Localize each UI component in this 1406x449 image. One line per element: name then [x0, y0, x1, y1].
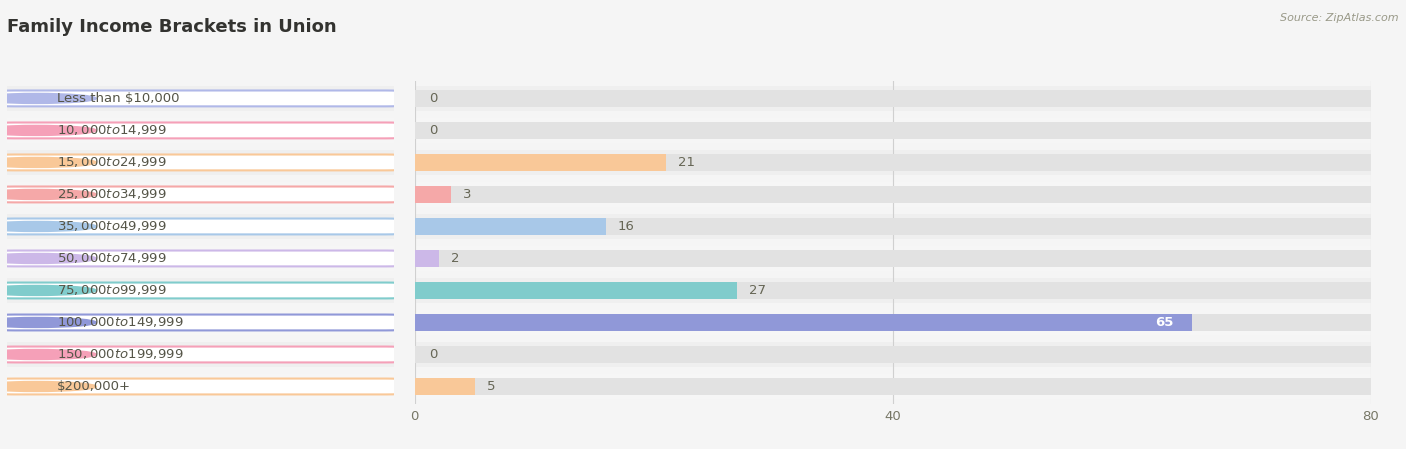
Bar: [415, 154, 666, 171]
FancyBboxPatch shape: [0, 282, 402, 299]
FancyBboxPatch shape: [0, 91, 402, 106]
Text: $25,000 to $34,999: $25,000 to $34,999: [58, 187, 167, 202]
Bar: [415, 150, 1371, 175]
Bar: [415, 310, 1371, 335]
Bar: [415, 214, 1371, 239]
Text: 0: 0: [429, 124, 437, 137]
Text: Less than $10,000: Less than $10,000: [58, 92, 180, 105]
Bar: [415, 246, 1371, 271]
FancyBboxPatch shape: [0, 315, 402, 330]
Bar: [415, 154, 1371, 171]
FancyBboxPatch shape: [7, 182, 394, 207]
Text: Family Income Brackets in Union: Family Income Brackets in Union: [7, 18, 336, 36]
Bar: [415, 90, 1371, 107]
FancyBboxPatch shape: [7, 86, 394, 111]
FancyBboxPatch shape: [0, 379, 402, 394]
FancyBboxPatch shape: [0, 219, 402, 234]
Bar: [415, 342, 1371, 367]
FancyBboxPatch shape: [7, 246, 394, 271]
Circle shape: [0, 125, 97, 136]
Text: $35,000 to $49,999: $35,000 to $49,999: [58, 220, 167, 233]
Text: $200,000+: $200,000+: [58, 380, 131, 393]
Bar: [415, 314, 1371, 331]
Text: $150,000 to $199,999: $150,000 to $199,999: [58, 348, 184, 361]
Bar: [415, 378, 475, 395]
Bar: [415, 182, 1371, 207]
Bar: [415, 282, 1371, 299]
FancyBboxPatch shape: [7, 374, 394, 399]
Bar: [415, 378, 1371, 395]
Text: Source: ZipAtlas.com: Source: ZipAtlas.com: [1281, 13, 1399, 23]
Circle shape: [0, 221, 97, 231]
Bar: [415, 218, 606, 235]
Text: 27: 27: [749, 284, 766, 297]
FancyBboxPatch shape: [7, 342, 394, 367]
FancyBboxPatch shape: [0, 123, 402, 138]
Text: $10,000 to $14,999: $10,000 to $14,999: [58, 123, 167, 137]
Bar: [415, 218, 1371, 235]
FancyBboxPatch shape: [7, 310, 394, 335]
Bar: [415, 346, 1371, 363]
Bar: [415, 118, 1371, 143]
Text: $100,000 to $149,999: $100,000 to $149,999: [58, 316, 184, 330]
Bar: [415, 250, 1371, 267]
Text: 65: 65: [1156, 316, 1174, 329]
Text: $15,000 to $24,999: $15,000 to $24,999: [58, 155, 167, 169]
Text: 3: 3: [463, 188, 471, 201]
Circle shape: [0, 254, 97, 264]
FancyBboxPatch shape: [0, 154, 402, 170]
Bar: [415, 282, 738, 299]
Bar: [415, 186, 450, 203]
Text: 2: 2: [450, 252, 460, 265]
Bar: [415, 122, 1371, 139]
Bar: [415, 86, 1371, 111]
Circle shape: [0, 158, 97, 167]
Circle shape: [0, 349, 97, 360]
FancyBboxPatch shape: [7, 118, 394, 143]
FancyBboxPatch shape: [7, 150, 394, 175]
Circle shape: [0, 317, 97, 327]
Bar: [415, 186, 1371, 203]
Text: 0: 0: [429, 92, 437, 105]
FancyBboxPatch shape: [7, 214, 394, 239]
FancyBboxPatch shape: [0, 186, 402, 202]
Text: 0: 0: [429, 348, 437, 361]
Circle shape: [0, 93, 97, 103]
Circle shape: [0, 286, 97, 295]
Circle shape: [0, 189, 97, 199]
Bar: [415, 250, 439, 267]
Text: $50,000 to $74,999: $50,000 to $74,999: [58, 251, 167, 265]
Text: 21: 21: [678, 156, 695, 169]
Bar: [415, 314, 1192, 331]
Bar: [415, 277, 1371, 303]
Text: $75,000 to $99,999: $75,000 to $99,999: [58, 283, 167, 298]
Bar: [415, 374, 1371, 399]
Text: 16: 16: [619, 220, 636, 233]
FancyBboxPatch shape: [7, 277, 394, 303]
FancyBboxPatch shape: [0, 251, 402, 266]
Text: 5: 5: [486, 380, 495, 393]
FancyBboxPatch shape: [0, 347, 402, 362]
Circle shape: [0, 382, 97, 392]
